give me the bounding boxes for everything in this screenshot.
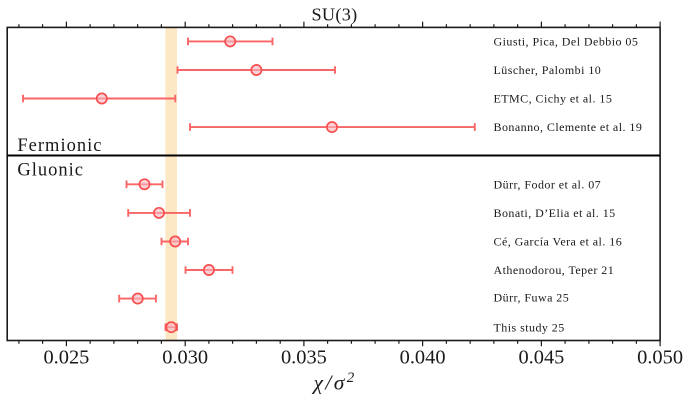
svg-text:0.050: 0.050 [637,347,683,369]
svg-text:0.035: 0.035 [281,347,327,369]
svg-text:0.030: 0.030 [162,347,208,369]
svg-text:0.045: 0.045 [518,347,564,369]
svg-text:Cé, García Vera et al. 16: Cé, García Vera et al. 16 [494,235,623,249]
svg-text:Bonanno, Clemente et al. 19: Bonanno, Clemente et al. 19 [494,120,643,134]
svg-text:0.025: 0.025 [43,347,89,369]
svg-text:Athenodorou, Teper 21: Athenodorou, Teper 21 [494,263,615,277]
svg-text:Dürr, Fuwa 25: Dürr, Fuwa 25 [494,290,570,304]
svg-text:Dürr, Fodor et al. 07: Dürr, Fodor et al. 07 [494,177,602,191]
svg-text:Giusti, Pica, Del Debbio 05: Giusti, Pica, Del Debbio 05 [494,35,639,49]
svg-text:Fermionic: Fermionic [17,136,102,156]
svg-text:SU(3): SU(3) [312,5,358,26]
svg-text:Bonati, D’Elia et al. 15: Bonati, D’Elia et al. 15 [494,206,616,220]
svg-text:0.040: 0.040 [400,347,446,369]
svg-text:This study 25: This study 25 [494,320,565,334]
svg-text:Gluonic: Gluonic [17,160,84,180]
svg-text:ETMC, Cichy et al. 15: ETMC, Cichy et al. 15 [494,92,613,106]
svg-text:Lüscher, Palombi 10: Lüscher, Palombi 10 [494,63,602,77]
svg-text:χ/σ2: χ/σ2 [312,370,357,395]
